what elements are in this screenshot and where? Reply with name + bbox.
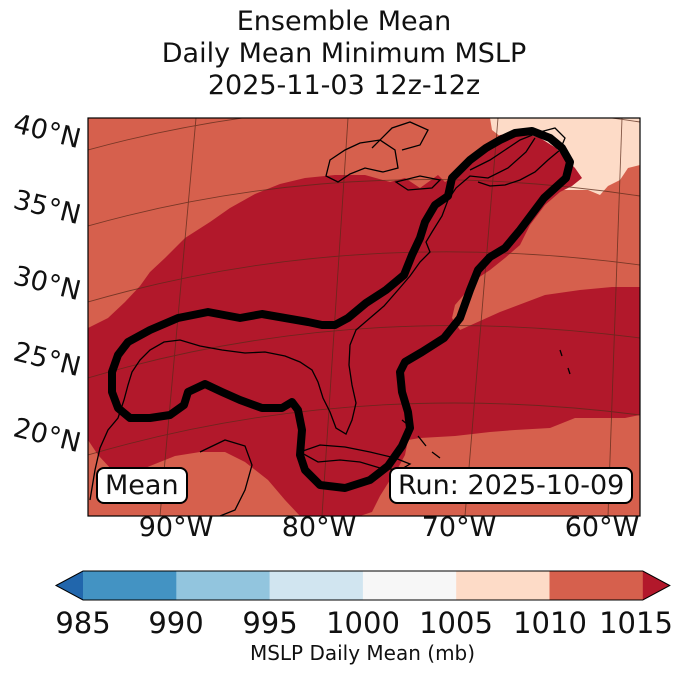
colorbar-extend-low [56,571,83,600]
colorbar [54,570,671,601]
colorbar-segment-1 [83,571,177,600]
colorbar-segment-3 [269,571,364,600]
run-date-box: Run: 2025-10-09 [389,467,634,504]
colorbar-tick-1005: 1005 [419,606,493,640]
mean-label-box: Mean [96,467,188,504]
colorbar-extend-high [642,571,670,600]
lon-label-80w: 80°W [281,512,357,543]
map-border [87,117,641,517]
colorbar-title: MSLP Daily Mean (mb) [249,641,476,665]
yucatan [199,439,253,516]
chart-title: Ensemble Mean Daily Mean Minimum MSLP 20… [0,6,688,102]
lon-label-60w: 60°W [564,512,640,543]
colorbar-tick-990: 990 [148,606,204,640]
colorbar-tick-995: 995 [242,606,298,640]
lon-label-90w: 90°W [138,512,214,543]
title-line-2: Daily Mean Minimum MSLP [161,38,527,69]
colorbar-segment-5 [456,571,550,600]
title-line-3: 2025-11-03 12z-12z [207,70,481,101]
colorbar-tick-1015: 1015 [599,606,673,640]
great-lakes [325,139,399,183]
colorbar-tick-1000: 1000 [326,606,400,640]
low-pressure-region [88,132,640,516]
lon-label-70w: 70°W [421,512,497,543]
colorbar-segment-6 [549,571,644,600]
colorbar-segment-4 [362,571,457,600]
colorbar-tick-985: 985 [55,606,111,640]
colorbar-tick-1010: 1010 [513,606,587,640]
map-panel [88,118,640,516]
colorbar-segment-2 [176,571,271,600]
us-east-coast [89,137,536,501]
title-line-1: Ensemble Mean [236,6,452,37]
colorbar-outline [54,570,671,601]
mean-contour [108,127,574,492]
